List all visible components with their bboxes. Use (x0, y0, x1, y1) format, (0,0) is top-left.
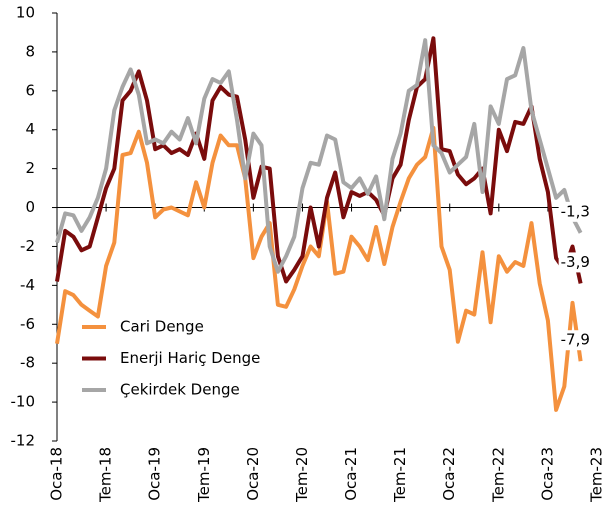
y-tick-label: 4 (25, 120, 35, 138)
x-tick-label: Tem-21 (391, 447, 409, 503)
x-tick-label: Oca-23 (538, 447, 556, 501)
y-tick-label: -8 (20, 354, 35, 372)
x-tick-label: Oca-20 (244, 447, 262, 501)
legend-label: Enerji Hariç Denge (120, 349, 260, 367)
legend-label: Cari Denge (120, 318, 204, 336)
value-label: -1,3 (561, 202, 590, 220)
series-line (55, 125, 583, 412)
y-tick-label: -6 (20, 315, 35, 333)
x-tick-label: Oca-21 (342, 447, 360, 501)
value-label: -7,9 (561, 331, 590, 349)
x-tick-label: Oca-22 (440, 447, 458, 501)
y-tick-label: 0 (25, 198, 35, 216)
value-label-bg (558, 252, 599, 273)
x-tick-label: Tem-19 (195, 447, 213, 503)
legend-label: Çekirdek Denge (120, 381, 240, 399)
y-tick-label: -4 (20, 276, 35, 294)
y-tick-label: -2 (20, 237, 35, 255)
y-tick-label: 2 (25, 159, 35, 177)
series-line (55, 36, 583, 284)
value-label-bg (558, 201, 599, 222)
y-tick-label: 6 (25, 81, 35, 99)
x-tick-label: Oca-19 (146, 447, 164, 501)
x-tick-label: Tem-23 (588, 447, 606, 503)
series-line (55, 38, 583, 274)
x-tick-label: Tem-20 (293, 447, 311, 503)
x-tick-label: Oca-18 (48, 447, 66, 501)
value-label-bg (558, 330, 599, 351)
x-tick-label: Tem-18 (97, 447, 115, 503)
y-tick-label: 10 (16, 4, 35, 22)
y-tick-label: -12 (11, 432, 36, 450)
y-tick-label: -10 (11, 393, 36, 411)
y-tick-label: 8 (25, 42, 35, 60)
value-label: -3,9 (561, 253, 590, 271)
x-tick-label: Tem-22 (489, 447, 507, 503)
